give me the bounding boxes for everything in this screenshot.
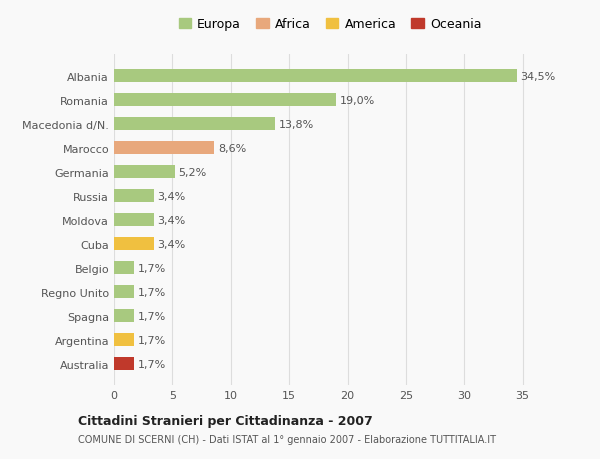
Text: 1,7%: 1,7% [137, 311, 166, 321]
Bar [114, 70, 517, 83]
Bar [114, 142, 214, 155]
Text: 3,4%: 3,4% [157, 191, 185, 202]
Text: 34,5%: 34,5% [520, 72, 556, 82]
Bar [114, 166, 175, 179]
Text: 1,7%: 1,7% [137, 335, 166, 345]
Text: 19,0%: 19,0% [340, 95, 374, 106]
Text: 3,4%: 3,4% [157, 239, 185, 249]
Bar [114, 285, 134, 299]
Text: 13,8%: 13,8% [278, 120, 314, 129]
Text: 1,7%: 1,7% [137, 359, 166, 369]
Bar [114, 190, 154, 203]
Text: Cittadini Stranieri per Cittadinanza - 2007: Cittadini Stranieri per Cittadinanza - 2… [78, 414, 373, 428]
Bar [114, 118, 275, 131]
Text: 5,2%: 5,2% [178, 168, 206, 178]
Bar [114, 238, 154, 251]
Bar [114, 94, 336, 107]
Bar [114, 309, 134, 323]
Text: 1,7%: 1,7% [137, 263, 166, 273]
Bar [114, 214, 154, 227]
Bar [114, 358, 134, 370]
Text: 3,4%: 3,4% [157, 215, 185, 225]
Text: 8,6%: 8,6% [218, 144, 246, 153]
Bar [114, 333, 134, 347]
Text: COMUNE DI SCERNI (CH) - Dati ISTAT al 1° gennaio 2007 - Elaborazione TUTTITALIA.: COMUNE DI SCERNI (CH) - Dati ISTAT al 1°… [78, 434, 496, 443]
Legend: Europa, Africa, America, Oceania: Europa, Africa, America, Oceania [179, 18, 482, 31]
Bar [114, 262, 134, 275]
Text: 1,7%: 1,7% [137, 287, 166, 297]
